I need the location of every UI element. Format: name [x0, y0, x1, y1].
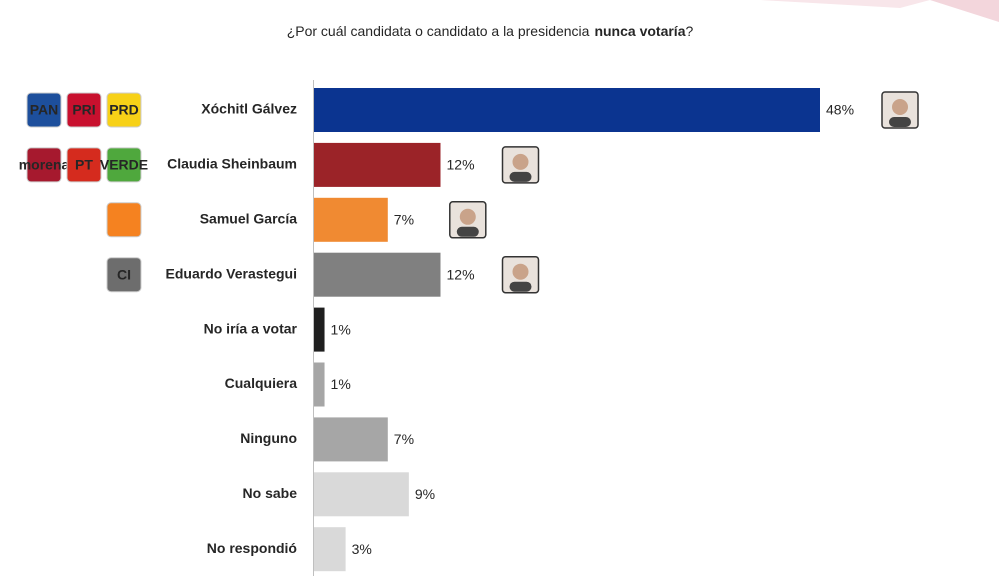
- party-logo: [26, 147, 62, 183]
- party-logo: [66, 147, 102, 183]
- category-label: Eduardo Verastegui: [166, 265, 297, 281]
- party-logo-label: CI: [117, 266, 131, 282]
- party-logo-label: morena: [19, 157, 70, 173]
- bar: [314, 362, 325, 407]
- value-label: 1%: [331, 376, 351, 392]
- title-part: ¿Por cuál candidata o candidato a la pre…: [287, 23, 590, 39]
- value-label: 48%: [826, 102, 854, 118]
- title-emphasis: nunca votaría: [594, 23, 685, 39]
- category-label: No respondió: [207, 540, 297, 556]
- party-logo-label: PRD: [109, 102, 139, 118]
- category-label: Samuel García: [200, 211, 297, 227]
- party-logo-label: PRI: [72, 102, 95, 118]
- candidate-photo-body: [889, 117, 911, 127]
- value-label: 7%: [394, 212, 414, 228]
- party-logo-label: PT: [75, 157, 93, 173]
- bar: [314, 88, 820, 132]
- chart-title: ¿Por cuál candidata o candidato a la pre…: [287, 23, 694, 39]
- bar: [314, 142, 441, 187]
- candidate-photo-body: [509, 281, 532, 292]
- party-logo: [106, 202, 142, 238]
- category-label: Ninguno: [240, 430, 297, 446]
- value-label: 9%: [415, 486, 435, 502]
- party-logo-label: VERDE: [100, 157, 148, 173]
- bar: [314, 197, 388, 242]
- value-label: 12%: [447, 266, 475, 282]
- party-logo-label: PAN: [30, 102, 59, 118]
- value-label: 1%: [331, 321, 351, 337]
- bar: [314, 417, 388, 462]
- category-label: Cualquiera: [225, 375, 298, 391]
- candidate-photo-face: [459, 208, 476, 225]
- candidate-photo-body: [509, 171, 532, 182]
- bar: [314, 252, 441, 297]
- party-logo: [106, 92, 142, 128]
- category-label: No sabe: [243, 485, 298, 501]
- category-label: Claudia Sheinbaum: [167, 156, 297, 172]
- bar: [314, 472, 409, 517]
- value-label: 12%: [447, 157, 475, 173]
- candidate-photo-body: [456, 226, 479, 237]
- category-label: Xóchitl Gálvez: [201, 101, 297, 117]
- candidate-photo-face: [892, 99, 908, 115]
- party-logo: [106, 257, 142, 293]
- candidate-photo-face: [512, 263, 529, 280]
- value-label: 7%: [394, 431, 414, 447]
- candidate-photo-face: [512, 153, 529, 170]
- value-label: 3%: [352, 541, 372, 557]
- decoration: [930, 0, 999, 22]
- party-logo: [26, 92, 62, 128]
- party-logo: [106, 147, 142, 183]
- title-part: ?: [685, 23, 693, 39]
- category-label: No iría a votar: [204, 320, 298, 336]
- party-logo: [66, 92, 102, 128]
- bar: [314, 527, 346, 572]
- bar: [314, 307, 325, 352]
- decoration: [760, 0, 930, 8]
